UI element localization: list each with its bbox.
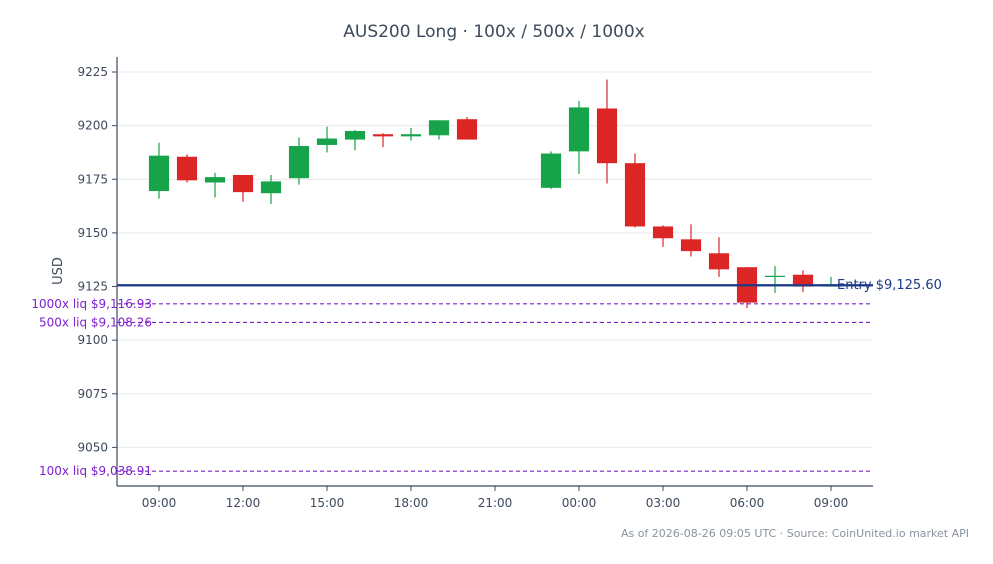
candle-body — [652, 226, 674, 239]
candle-body — [708, 253, 730, 270]
candle-body — [372, 134, 394, 137]
candle — [652, 225, 674, 247]
candle-body — [400, 134, 422, 137]
x-tick-label: 09:00 — [142, 496, 177, 510]
candle-body — [176, 156, 198, 181]
candle — [456, 117, 478, 140]
price-levels: 1000x liq $9,116.93 500x liq $9,108.26 100… — [31, 278, 942, 478]
x-tick-label: 21:00 — [478, 496, 513, 510]
candle — [792, 270, 814, 292]
candle-body — [596, 108, 618, 164]
candle — [568, 100, 590, 174]
candle — [428, 120, 450, 140]
candle — [204, 172, 226, 198]
candle-body — [260, 181, 282, 194]
candle — [736, 267, 758, 308]
candle — [708, 237, 730, 277]
candle-body — [624, 163, 646, 227]
candle — [148, 142, 170, 199]
candle-body — [680, 239, 702, 252]
candle-body — [232, 174, 254, 193]
x-tick-label: 06:00 — [730, 496, 765, 510]
y-tick-label: 9150 — [77, 226, 108, 240]
x-tick-label: 09:00 — [814, 496, 849, 510]
x-tick-label: 18:00 — [394, 496, 429, 510]
candles — [148, 79, 842, 308]
chart-title: AUS200 Long · 100x / 500x / 1000x — [343, 22, 644, 42]
x-tick-label: 03:00 — [646, 496, 681, 510]
y-tick-label: 9225 — [77, 65, 108, 79]
y-tick-label: 9100 — [77, 333, 108, 347]
candle-body — [204, 177, 226, 183]
candle-body — [568, 107, 590, 152]
grid-lines — [117, 71, 873, 448]
axes: 9050 9075 9100 9125 9150 9175 9200 9225 09:00 12:… — [77, 57, 873, 510]
x-tick-label: 12:00 — [226, 496, 261, 510]
candle — [596, 79, 618, 184]
candle-body — [456, 119, 478, 140]
candle — [260, 174, 282, 204]
y-tick-label: 9125 — [77, 280, 108, 294]
candle — [680, 224, 702, 257]
liquidation-label: 100x liq $9,038.91 — [39, 464, 152, 478]
candle-body — [148, 155, 170, 192]
candle-body — [540, 153, 562, 188]
x-tick-label: 00:00 — [562, 496, 597, 510]
y-axis-label: USD — [51, 257, 66, 285]
liquidation-label: 1000x liq $9,116.93 — [31, 297, 152, 311]
footer-source-note: As of 2026-08-26 09:05 UTC · Source: Coi… — [621, 527, 969, 540]
candle-body — [428, 120, 450, 136]
y-tick-label: 9175 — [77, 172, 108, 186]
candle-body — [344, 131, 366, 140]
liquidation-label: 500x liq $9,108.26 — [39, 315, 152, 329]
entry-price-label: Entry $9,125.60 — [837, 278, 942, 293]
x-tick-label: 15:00 — [310, 496, 345, 510]
candle — [624, 153, 646, 228]
y-tick-label: 9200 — [77, 119, 108, 133]
candle-body — [792, 274, 814, 287]
candle — [372, 133, 394, 148]
candle — [400, 127, 422, 141]
candle — [540, 151, 562, 189]
candle — [344, 129, 366, 151]
y-tick-label: 9075 — [77, 387, 108, 401]
candle-body — [764, 275, 786, 277]
candle — [176, 154, 198, 183]
y-tick-label: 9050 — [77, 440, 108, 454]
candle-body — [316, 138, 338, 145]
candle — [288, 137, 310, 185]
candle — [316, 126, 338, 153]
candle — [232, 174, 254, 202]
candle — [764, 266, 786, 293]
candle-body — [288, 146, 310, 179]
